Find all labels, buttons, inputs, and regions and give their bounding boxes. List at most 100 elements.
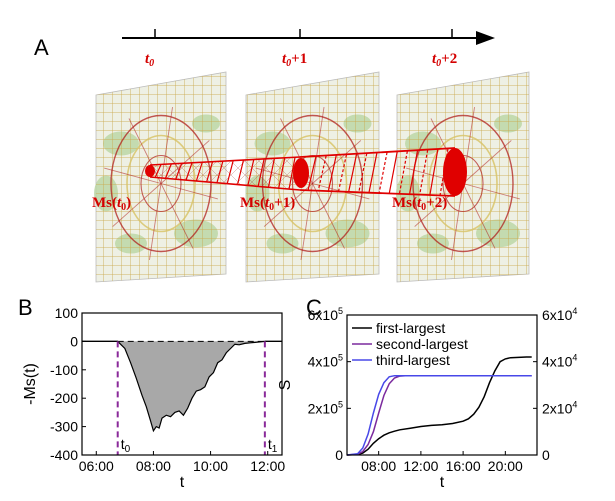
map-radial-road (300, 183, 313, 261)
hatch-stroke (327, 154, 337, 192)
y-tick-label: -200 (50, 390, 78, 406)
timeline-label-1: t0 (145, 51, 154, 69)
cluster-label-2: Ms(t0+1) (240, 195, 295, 213)
hatch-stroke (288, 157, 296, 190)
legend-label: first-largest (376, 320, 445, 336)
x-axis-label: t (180, 474, 185, 491)
panel-a: A t0 t0+1 t0+2 (34, 29, 530, 283)
y-tick-label-right: 2x104 (542, 399, 577, 416)
map-radial-road (312, 106, 325, 184)
hatch-stroke (175, 163, 183, 180)
hatch-stroke (408, 150, 419, 195)
cylinder-2-3-bottom (299, 189, 456, 197)
y-axis-label: -Ms(t) (22, 363, 39, 405)
y-tick-label-left: 2x105 (308, 399, 343, 416)
cluster-ellipse-3 (443, 148, 467, 196)
timeline-label-3: t0+2 (432, 51, 457, 69)
hatch-stroke (378, 152, 388, 194)
marker-label: t1 (268, 436, 278, 455)
x-tick-label: 12:00 (250, 458, 285, 474)
hatch-stroke (164, 163, 172, 179)
cluster-ellipse-2 (293, 158, 309, 188)
map-ring-road (428, 134, 498, 233)
cylinder-1-2-bottom (149, 176, 301, 191)
x-tick-label: 08:00 (361, 458, 396, 474)
series-line (82, 340, 282, 433)
map-radial-road (112, 183, 162, 227)
map-radial-road (462, 183, 520, 200)
hatch-stroke (257, 158, 265, 187)
panel-c: C 0 2x105 4x105 6x105 0 2x104 4x104 6x104 08:00 1… (277, 295, 577, 491)
y-tick-label: 100 (55, 305, 79, 321)
y-axis-label: S (277, 380, 294, 391)
map-layers (94, 71, 530, 283)
cluster-ellipse-1 (145, 165, 155, 177)
map-ring-road (110, 114, 212, 253)
hatch-stroke (388, 151, 398, 194)
map-ring-road (140, 154, 182, 213)
chart-c: 0 2x105 4x105 6x105 0 2x104 4x104 6x104 08:00 12:… (277, 306, 577, 491)
hatch-stroke (195, 162, 203, 182)
y-tick-label: 0 (70, 333, 78, 349)
cluster-label-1: Ms(t0) (92, 195, 131, 213)
map-radial-road (462, 183, 496, 249)
x-tick-label: 12:00 (403, 458, 438, 474)
x-tick-label: 06:00 (79, 458, 114, 474)
map-radial-road (160, 183, 194, 249)
area-fill (82, 341, 282, 431)
map-radial-road (160, 183, 218, 200)
hatch-stroke (337, 154, 348, 192)
hatch-stroke (398, 150, 408, 195)
hatch-stroke (267, 158, 275, 188)
cluster-connections (149, 147, 456, 197)
y-tick-label-left: 6x105 (308, 306, 343, 323)
x-tick-label: 20:00 (488, 458, 523, 474)
y-tick-label-right: 6x104 (542, 306, 577, 323)
series-line-first-largest (346, 356, 532, 456)
hatch-stroke (368, 152, 378, 193)
series-line-third-largest (346, 374, 532, 456)
timeline-arrow-icon (476, 31, 495, 45)
hatch-stroke (278, 157, 286, 189)
hatch-stroke (154, 164, 162, 178)
panel-b-label: B (18, 295, 33, 320)
timeline: t0 t0+1 t0+2 (122, 29, 495, 69)
panel-c-label: C (306, 295, 322, 320)
map-road-grid (246, 72, 379, 282)
map-ring-road (412, 114, 514, 253)
x-tick-label: 08:00 (136, 458, 171, 474)
map-radial-road (312, 140, 362, 184)
map-radial-road (149, 183, 162, 261)
legend-label: second-largest (376, 336, 468, 352)
panel-a-label: A (34, 35, 49, 60)
timeline-label-2: t0+1 (282, 51, 307, 69)
hatch-stroke (205, 161, 214, 183)
y-tick-label: -100 (50, 362, 78, 378)
marker-label: t0 (121, 436, 131, 455)
hatch-stroke (317, 155, 327, 191)
hatch-stroke (185, 162, 193, 181)
map-radial-road (104, 167, 162, 184)
y-tick-label: -400 (50, 447, 78, 463)
y-tick-label-left: 0 (335, 447, 343, 463)
hatch-stroke (307, 156, 317, 191)
hatch-stroke (348, 153, 358, 193)
plot-frame (346, 314, 538, 456)
x-axis-label: t (440, 474, 445, 491)
x-tick-label: 10:00 (193, 458, 228, 474)
y-tick-label-right: 0 (542, 447, 550, 463)
cylinder-2-3-top (299, 147, 456, 158)
hatch-stroke (236, 160, 245, 185)
cylinder-1-2-hatch (154, 157, 296, 190)
cylinder-1-2-top (149, 156, 301, 166)
legend-label: third-largest (376, 352, 450, 368)
map-radial-road (462, 140, 512, 184)
hatch-stroke (247, 159, 255, 186)
hatch-stroke (419, 149, 429, 195)
map-radial-road (312, 183, 345, 249)
y-tick-label-right: 4x104 (542, 353, 577, 370)
